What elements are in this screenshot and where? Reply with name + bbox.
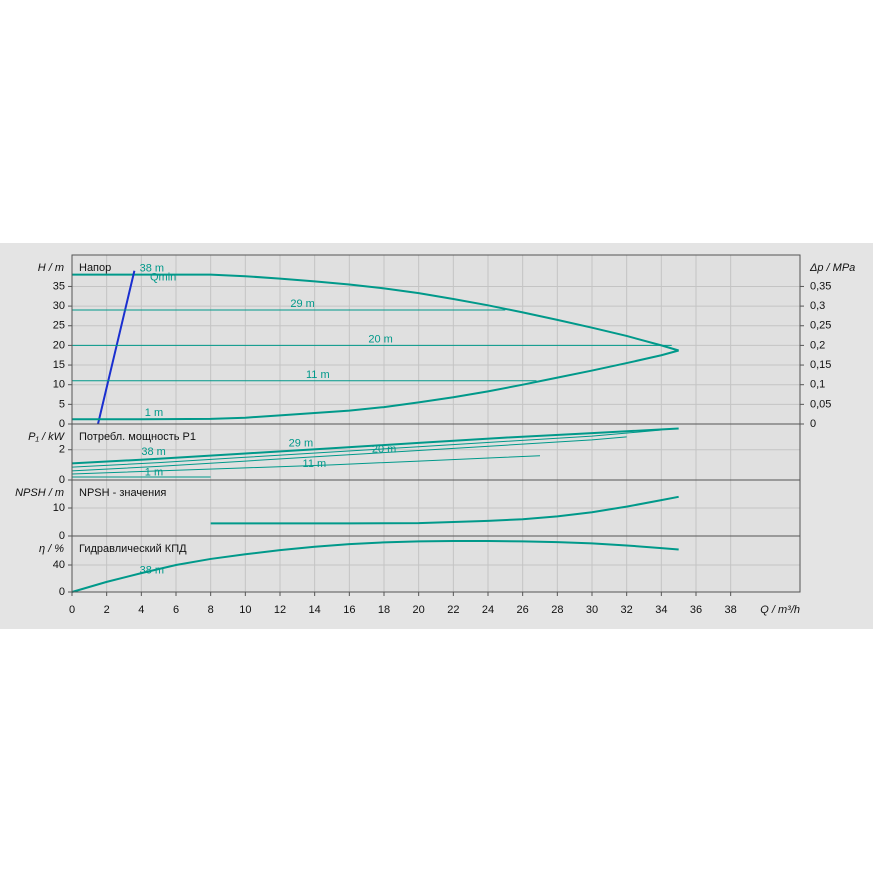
y-tick-label: 5 [59, 398, 65, 410]
y2-tick-label: 0,25 [810, 320, 831, 332]
panel-title: Гидравлический КПД [79, 543, 187, 555]
x-tick-label: 30 [586, 604, 598, 616]
curve [71, 455, 541, 475]
y-tick-label: 30 [53, 300, 65, 312]
curve-label: Qmin [150, 272, 176, 284]
y2-tick-label: 0,3 [810, 300, 825, 312]
y-tick-label: 2 [59, 444, 65, 456]
y-tick-label: 0 [59, 418, 65, 430]
x-axis-label: Q / m³/h [760, 604, 800, 616]
curve-label: 38 m [140, 564, 164, 576]
curve-label: 11 m [306, 369, 330, 381]
x-tick-label: 2 [104, 604, 110, 616]
curve [71, 540, 679, 593]
y-tick-label: 35 [53, 280, 65, 292]
panel-title: Напор [79, 262, 111, 274]
curve-label: 1 m [145, 407, 163, 419]
x-tick-label: 36 [690, 604, 702, 616]
y2-tick-label: 0 [810, 418, 816, 430]
y2-axis-label: Δp / MPa [809, 262, 855, 274]
y-axis-label: H / m [38, 262, 64, 274]
x-tick-label: 0 [69, 604, 75, 616]
x-tick-label: 24 [482, 604, 494, 616]
curve [72, 349, 679, 421]
x-tick-label: 32 [621, 604, 633, 616]
x-tick-label: 16 [343, 604, 355, 616]
x-tick-label: 18 [378, 604, 390, 616]
x-tick-label: 4 [138, 604, 144, 616]
y-tick-label: 25 [53, 320, 65, 332]
curve [72, 273, 679, 352]
x-tick-label: 6 [173, 604, 179, 616]
y-axis-label: NPSH / m [15, 487, 64, 499]
curve-label: 20 m [368, 333, 392, 345]
curve [71, 436, 627, 472]
curve [71, 429, 662, 468]
curve [71, 427, 679, 465]
y-tick-label: 40 [53, 559, 65, 571]
panel-title: NPSH - значения [79, 487, 166, 499]
x-tick-label: 20 [413, 604, 425, 616]
y-tick-label: 10 [53, 379, 65, 391]
x-tick-label: 14 [309, 604, 321, 616]
x-tick-label: 34 [655, 604, 667, 616]
x-tick-label: 8 [208, 604, 214, 616]
y-tick-label: 0 [59, 586, 65, 598]
curve-label: 38 m [141, 446, 165, 458]
plot-area [72, 536, 800, 592]
panel-title: Потребл. мощность P1 [79, 431, 196, 443]
curve [97, 270, 136, 425]
y-tick-label: 15 [53, 359, 65, 371]
plot-frame [71, 535, 801, 593]
y-tick-label: 10 [53, 502, 65, 514]
plot-area [72, 255, 800, 424]
y2-tick-label: 0,15 [810, 359, 831, 371]
x-tick-label: 10 [239, 604, 251, 616]
curve-label: 38 m [140, 262, 164, 274]
y-axis-label: η / % [39, 543, 64, 555]
x-tick-label: 26 [517, 604, 529, 616]
y2-tick-label: 0,05 [810, 398, 831, 410]
y-tick-label: 0 [59, 530, 65, 542]
curve-label: 29 m [289, 438, 313, 450]
y2-tick-label: 0,2 [810, 339, 825, 351]
x-tick-label: 12 [274, 604, 286, 616]
y-axis-label: P₁ / kW [28, 431, 65, 443]
curve-label: 29 m [290, 298, 314, 310]
curve-label: 11 m [303, 458, 327, 470]
y-tick-label: 0 [59, 474, 65, 486]
y-tick-label: 20 [53, 339, 65, 351]
curve-label: 20 m [372, 444, 396, 456]
plot-area [72, 424, 800, 480]
curve [210, 495, 679, 525]
curve-label: 1 m [145, 466, 163, 478]
y2-tick-label: 0,35 [810, 280, 831, 292]
x-tick-label: 22 [447, 604, 459, 616]
y2-tick-label: 0,1 [810, 379, 825, 391]
x-tick-label: 38 [725, 604, 737, 616]
x-tick-label: 28 [551, 604, 563, 616]
